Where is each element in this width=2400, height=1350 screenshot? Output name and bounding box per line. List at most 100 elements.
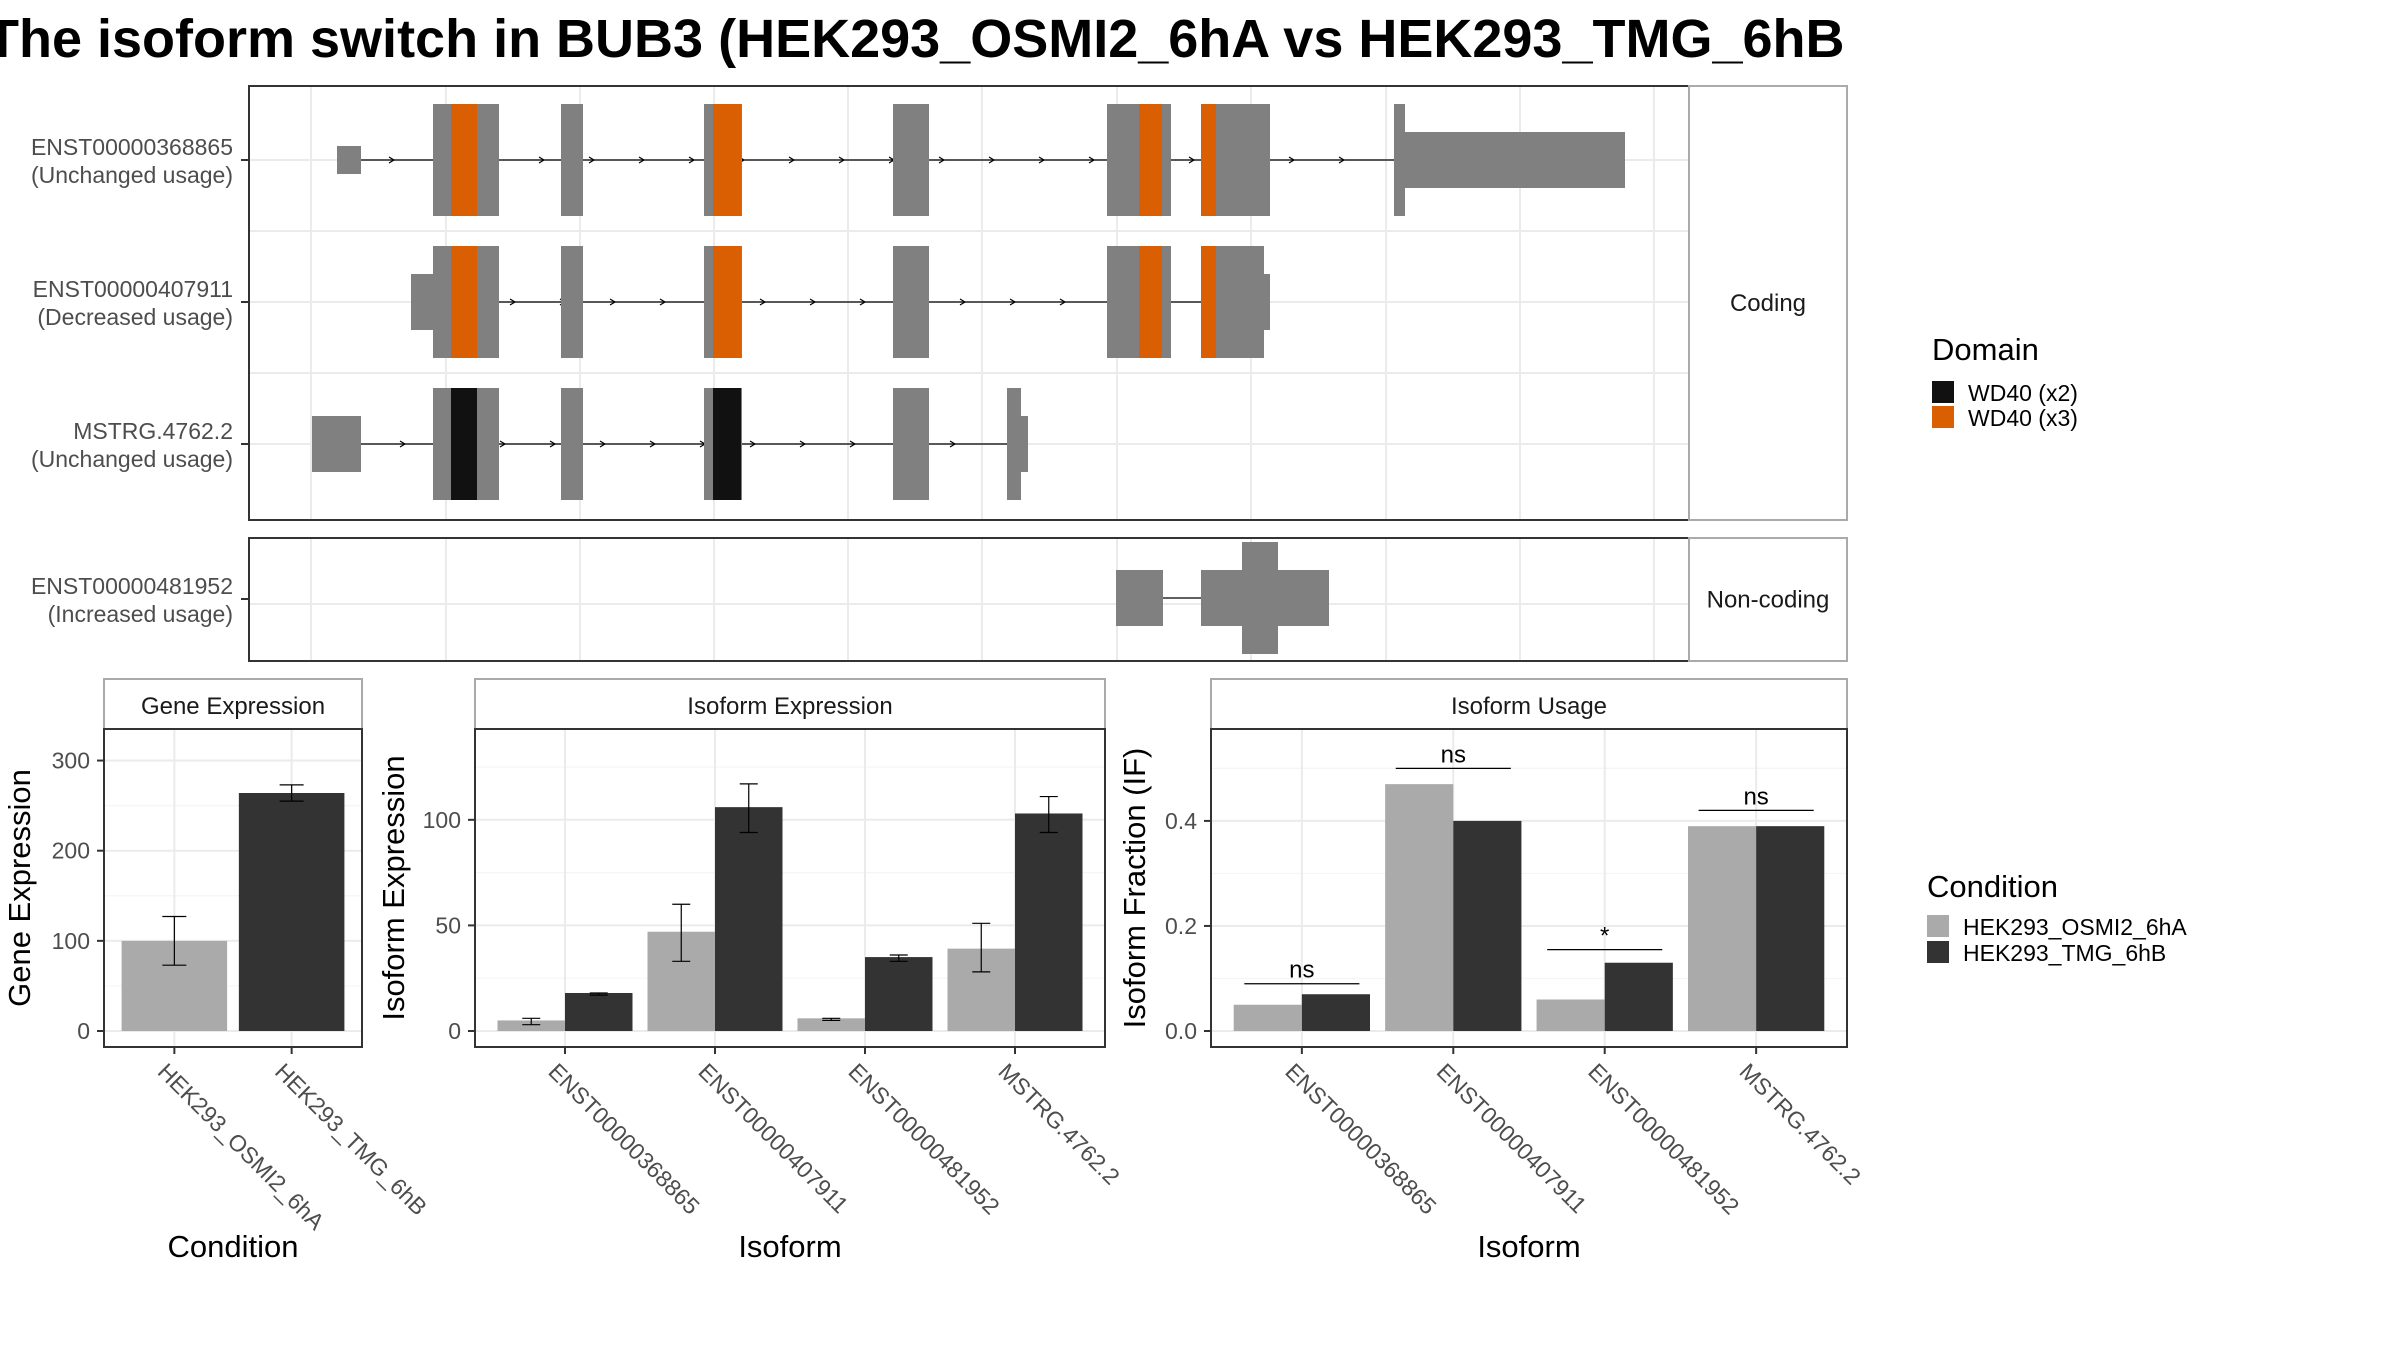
bar <box>1536 999 1605 1031</box>
exon-block <box>1242 542 1278 654</box>
isoform-label-usage: (Decreased usage) <box>37 304 233 330</box>
panel-border <box>103 728 363 1048</box>
exon-block <box>312 416 361 472</box>
panel-strip <box>1210 678 1848 730</box>
significance-label: ns <box>1289 957 1314 984</box>
exon-block <box>561 388 583 500</box>
bar <box>1756 826 1825 1031</box>
x-tick-label: ENST00000407911 <box>693 1058 853 1218</box>
intron-arrow <box>849 440 857 448</box>
bar <box>797 1018 865 1031</box>
bar <box>1385 784 1454 1031</box>
bar <box>1301 994 1370 1031</box>
intron-arrow <box>749 440 757 448</box>
isoform-label-id: MSTRG.4762.2 <box>73 418 233 444</box>
y-tick-label: 0 <box>77 1018 90 1044</box>
intron-arrow <box>788 156 796 164</box>
exon-block <box>713 104 741 216</box>
bar-panel-2: Isoform Expression050100ENST00000368865E… <box>376 678 1125 1264</box>
exon-block <box>893 388 929 500</box>
noncoding-strip <box>1688 537 1848 662</box>
bar <box>238 793 345 1031</box>
exon-block <box>451 104 477 216</box>
exon-block <box>893 246 929 358</box>
exon-block <box>1139 246 1162 358</box>
domain-legend: Domain WD40 (x2) WD40 (x3) <box>1932 332 2078 431</box>
bar <box>1604 962 1673 1031</box>
panel-border <box>1210 728 1848 1048</box>
panel-title: Isoform Expression <box>687 693 892 720</box>
y-tick-label: 200 <box>52 838 90 864</box>
y-axis-title: Isoform Fraction (IF) <box>1117 748 1152 1029</box>
exon-block <box>893 104 929 216</box>
bar <box>715 807 783 1031</box>
intron-arrow <box>1288 156 1296 164</box>
significance-label: ns <box>1743 783 1768 810</box>
condition-legend-title: Condition <box>1927 869 2058 904</box>
panel-title: Isoform Usage <box>1451 693 1607 720</box>
intron-arrow <box>759 298 767 306</box>
figure-title: The isoform switch in BUB3 (HEK293_OSMI2… <box>0 9 1845 69</box>
intron-arrow <box>609 298 617 306</box>
exon-block <box>337 146 361 174</box>
intron-arrow <box>799 440 807 448</box>
domain-legend-title: Domain <box>1932 332 2039 367</box>
panel-border <box>474 728 1106 1048</box>
bar <box>1688 826 1757 1031</box>
intron-arrow <box>859 298 867 306</box>
x-axis-title: Isoform <box>1477 1229 1580 1264</box>
intron-arrow <box>399 440 407 448</box>
intron-arrow <box>638 156 646 164</box>
noncoding-panel-bg <box>249 538 1689 661</box>
exon-block <box>1007 388 1021 500</box>
bar <box>1233 1004 1302 1031</box>
x-tick-label: MSTRG.4762.2 <box>993 1058 1124 1189</box>
exon-block <box>1021 416 1028 472</box>
x-axis-title: Isoform <box>738 1229 841 1264</box>
intron-arrow <box>388 156 396 164</box>
exon-block <box>1394 104 1405 216</box>
exon-block <box>1405 132 1625 188</box>
exon-block <box>451 246 477 358</box>
domain-legend-label-wd40-x3: WD40 (x3) <box>1968 405 2078 431</box>
intron-arrow <box>659 298 667 306</box>
condition-legend-label-a: HEK293_OSMI2_6hA <box>1963 914 2187 940</box>
intron-arrow <box>588 156 596 164</box>
panel-title: Gene Expression <box>141 693 325 720</box>
transcript-structure-plot: CodingNon-codingENST00000368865(Unchange… <box>31 85 1848 662</box>
y-tick-label: 50 <box>435 912 461 938</box>
exon-block <box>1201 104 1216 216</box>
y-axis-title: Isoform Expression <box>376 755 411 1020</box>
intron-arrow <box>509 298 517 306</box>
bar-chart-panels: Gene Expression0100200300HEK293_OSMI2_6h… <box>2 678 1866 1264</box>
intron-arrow <box>1009 298 1017 306</box>
condition-legend: Condition HEK293_OSMI2_6hA HEK293_TMG_6h… <box>1927 869 2187 966</box>
isoform-label-usage: (Unchanged usage) <box>31 446 233 472</box>
intron-arrow <box>1338 156 1346 164</box>
y-tick-label: 0.4 <box>1165 808 1197 834</box>
x-axis-title: Condition <box>168 1229 299 1264</box>
intron-arrow <box>1088 156 1096 164</box>
intron-arrow <box>1038 156 1046 164</box>
exon-block <box>411 274 435 330</box>
condition-legend-swatch-a <box>1927 915 1949 937</box>
intron-arrow <box>959 298 967 306</box>
panel-strip <box>103 678 363 730</box>
noncoding-strip-label: Non-coding <box>1707 587 1830 614</box>
exon-block <box>451 388 477 500</box>
bar <box>1453 820 1522 1031</box>
intron-arrow <box>538 156 546 164</box>
intron-arrow <box>809 298 817 306</box>
x-tick-label: ENST00000368865 <box>543 1058 704 1219</box>
y-tick-label: 0.2 <box>1165 913 1197 939</box>
intron-arrow <box>599 440 607 448</box>
significance-label: * <box>1600 923 1609 950</box>
coding-strip-label: Coding <box>1730 290 1806 317</box>
bar-panel-3: Isoform Usage 0.0 0.2 0.4 ns ns * ns ENST0000036… <box>1117 678 1866 1264</box>
isoform-label-id: ENST00000407911 <box>33 276 233 302</box>
isoform-label-usage: (Unchanged usage) <box>31 162 233 188</box>
bar <box>865 957 933 1031</box>
y-tick-label: 100 <box>423 807 461 833</box>
isoform-label-usage: (Increased usage) <box>48 601 233 627</box>
intron-arrow <box>1059 298 1067 306</box>
